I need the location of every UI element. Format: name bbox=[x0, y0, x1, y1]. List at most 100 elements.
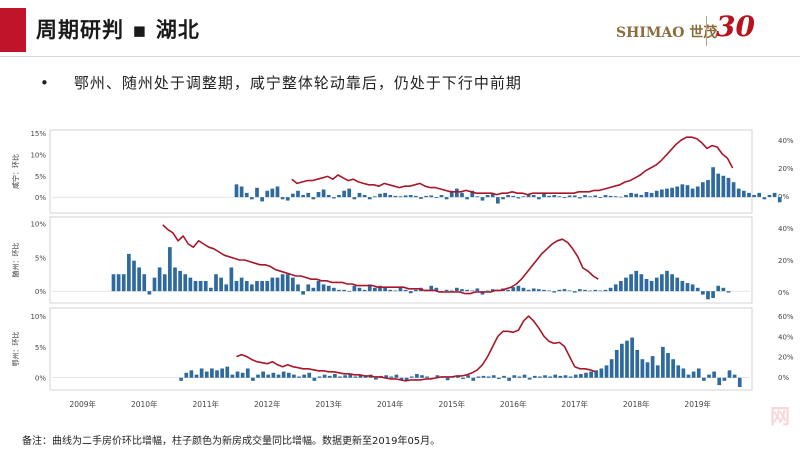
bar bbox=[111, 274, 116, 292]
bar bbox=[347, 291, 352, 292]
bar bbox=[265, 190, 270, 198]
bar bbox=[245, 368, 250, 378]
bar bbox=[742, 190, 746, 198]
bar bbox=[675, 277, 680, 292]
bar bbox=[696, 368, 701, 378]
bar bbox=[670, 274, 674, 292]
bar bbox=[251, 377, 255, 381]
bar bbox=[265, 281, 270, 292]
left-tick-label: 5% bbox=[35, 254, 46, 262]
bar bbox=[296, 190, 300, 198]
bar bbox=[485, 290, 490, 292]
bar bbox=[711, 167, 715, 198]
bar bbox=[434, 197, 439, 199]
bar bbox=[316, 192, 321, 198]
bar bbox=[644, 278, 649, 292]
bar bbox=[624, 195, 628, 198]
bar bbox=[594, 370, 599, 378]
bar bbox=[312, 377, 317, 381]
bar bbox=[235, 371, 240, 378]
bar bbox=[721, 287, 726, 292]
bar bbox=[152, 277, 157, 292]
y-axis-label: 鄂州：环比 bbox=[11, 332, 20, 367]
bar bbox=[280, 197, 285, 200]
bar bbox=[260, 197, 264, 202]
watermark: 网 bbox=[770, 404, 790, 428]
bar bbox=[490, 192, 495, 198]
bar bbox=[722, 377, 727, 381]
price-line bbox=[162, 224, 599, 295]
bar bbox=[322, 374, 327, 378]
bar bbox=[374, 377, 378, 380]
panel-frame-2 bbox=[49, 216, 753, 304]
bar bbox=[635, 349, 640, 378]
bar bbox=[388, 195, 393, 198]
bar bbox=[630, 337, 634, 378]
bar bbox=[486, 376, 491, 378]
bar bbox=[456, 375, 460, 378]
bar bbox=[572, 195, 577, 198]
bar bbox=[532, 375, 537, 378]
right-tick-label: 40% bbox=[778, 225, 794, 233]
bar bbox=[685, 185, 690, 198]
bar bbox=[460, 192, 464, 198]
bar bbox=[680, 281, 685, 292]
left-tick-label: 0% bbox=[35, 375, 46, 383]
bar bbox=[490, 289, 495, 292]
bar bbox=[695, 287, 700, 292]
bar bbox=[250, 284, 254, 292]
bar bbox=[425, 376, 429, 378]
hubei-cycle-chart: 15% 10% 5% 0% 40% 20% 0% 咸宁：环比 10% 5% 0% 40% 20% 0% 随州… bbox=[11, 129, 794, 409]
bar bbox=[220, 368, 224, 378]
bar bbox=[562, 289, 567, 292]
bar bbox=[393, 195, 398, 198]
bar bbox=[567, 290, 572, 292]
bar bbox=[316, 281, 321, 292]
bar bbox=[552, 195, 557, 198]
bar bbox=[731, 182, 736, 198]
bar bbox=[183, 274, 188, 292]
bar bbox=[367, 197, 372, 200]
bar bbox=[230, 374, 235, 378]
bar bbox=[414, 195, 418, 198]
bar bbox=[717, 377, 722, 386]
bar bbox=[444, 289, 449, 292]
bar bbox=[547, 290, 551, 292]
right-tick-label: 0% bbox=[778, 289, 789, 297]
bar bbox=[188, 277, 193, 292]
bar bbox=[455, 188, 459, 198]
bar bbox=[690, 188, 695, 198]
bar bbox=[624, 277, 628, 292]
bar bbox=[157, 267, 162, 292]
price-line bbox=[236, 315, 596, 382]
right-tick-label: 20% bbox=[778, 354, 794, 362]
right-tick-label: 40% bbox=[778, 137, 794, 145]
bar bbox=[537, 289, 541, 292]
bar bbox=[347, 188, 352, 198]
bar bbox=[414, 289, 418, 292]
bar bbox=[625, 340, 629, 378]
bar bbox=[506, 289, 510, 292]
bar bbox=[655, 365, 660, 378]
right-tick-label: 20% bbox=[778, 257, 794, 265]
bar bbox=[645, 362, 650, 378]
bar bbox=[685, 283, 690, 292]
bar bbox=[409, 376, 414, 378]
bar bbox=[439, 195, 444, 198]
bar bbox=[480, 197, 485, 201]
bar bbox=[194, 374, 199, 378]
left-tick-label: 0% bbox=[35, 288, 46, 296]
bar bbox=[608, 287, 613, 292]
bar bbox=[388, 289, 393, 292]
bar bbox=[716, 285, 721, 292]
bar bbox=[255, 281, 259, 292]
left-tick-label: 0% bbox=[35, 194, 46, 202]
bar bbox=[538, 376, 542, 378]
bar bbox=[640, 359, 645, 378]
bar bbox=[214, 274, 218, 292]
panel-frame-3 bbox=[49, 307, 753, 391]
bar bbox=[726, 177, 731, 198]
bar bbox=[767, 195, 772, 198]
bar bbox=[526, 194, 531, 198]
bar bbox=[435, 375, 440, 378]
